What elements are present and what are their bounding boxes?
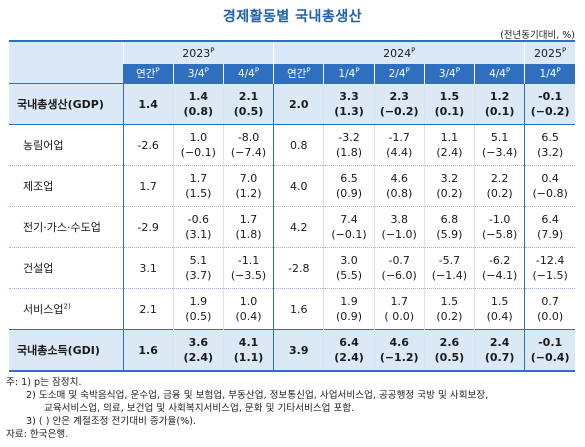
value-cell: 2.1 (0.5): [222, 83, 274, 125]
value-cell: 7.4 (−0.1): [323, 206, 375, 248]
value-cell: 1.5 (0.2): [423, 288, 475, 330]
value-cell: -1.1 (−3.5): [222, 247, 274, 289]
table-row: 건설업 3.1 5.1 (3.7) -1.1 (−3.5) -2.8 3.0 (5.5) -0.7…: [9, 247, 575, 289]
column-header: 1/4P: [524, 64, 575, 84]
value-cell: -2.8: [273, 247, 324, 289]
value-cell: 2.4 (0.7): [474, 329, 525, 372]
value-cell: -0.1 (−0.4): [524, 329, 575, 372]
value-cell: -2.9: [122, 206, 174, 248]
value-cell: 1.2 (0.1): [474, 83, 525, 125]
value-cell: 3.0 (5.5): [323, 247, 375, 289]
value-cell: -0.7 (−6.0): [373, 247, 425, 289]
row-label: 건설업: [9, 247, 123, 289]
column-header: 4/4P: [222, 64, 274, 84]
table-row: 전기·가스·수도업 -2.9 -0.6 (3.1) 1.7 (1.8) 4.2 7.4 (−0.…: [9, 206, 575, 248]
value-cell: -1.0 (−5.8): [474, 206, 525, 248]
column-header: 4/4P: [474, 64, 525, 84]
value-cell: 7.0 (1.2): [222, 165, 274, 207]
value-cell: 4.6 (0.8): [373, 165, 425, 207]
value-cell: 1.9 (0.9): [323, 288, 375, 330]
value-cell: -2.6: [122, 124, 174, 166]
table-row: 서비스업2) 2.1 1.9 (0.5) 1.0 (0.4) 1.6 1.9 (0.9) 1.7(…: [9, 288, 575, 330]
unit-label: (전년동기대비, %): [500, 30, 575, 41]
value-cell: 3.6 (2.4): [172, 329, 224, 372]
value-cell: 1.6: [122, 329, 174, 372]
value-cell: 1.0 (0.4): [222, 288, 274, 330]
table-row: 국내총소득(GDI) 1.6 3.6 (2.4) 4.1 (1.1) 3.9 6.4 (2.4)…: [9, 329, 575, 372]
table-row: 제조업 1.7 1.7 (1.5) 7.0 (1.2) 4.0 6.5 (0.9) 4.6 (0.8…: [9, 165, 575, 207]
value-cell: 1.7 (1.8): [222, 206, 274, 248]
row-label: 국내총생산(GDP): [9, 83, 123, 125]
column-header: 1/4P: [323, 64, 375, 84]
note-3: 3) ( ) 안은 계절조정 전기대비 증가율(%).: [26, 416, 197, 427]
value-cell: -0.6 (3.1): [172, 206, 224, 248]
column-header: 연간P: [273, 64, 324, 84]
column-header: 2/4P: [373, 64, 425, 84]
gdp-table: 2023P 2024P 2025P 연간P 3/4P 4/4P 연간P 1/4P 2/4P…: [9, 40, 575, 372]
value-cell: 1.9 (0.5): [172, 288, 224, 330]
value-cell: -5.7 (−1.4): [423, 247, 475, 289]
page-title: 경제활동별 국내총생산: [222, 9, 363, 25]
value-cell: 4.6 (−1.2): [373, 329, 425, 372]
value-cell: 1.5 (0.1): [423, 83, 475, 125]
value-cell: 1.6: [273, 288, 324, 330]
corner-cell: [9, 40, 123, 84]
value-cell: 6.4 (7.9): [524, 206, 575, 248]
note-1: 주: 1) p는 잠정치.: [6, 377, 82, 388]
value-cell: 4.0: [273, 165, 324, 207]
footnotes: 주: 1) p는 잠정치. 2) 도소매 및 숙박음식업, 운수업, 금융 및 …: [6, 376, 488, 441]
value-cell: 1.5 (0.4): [474, 288, 525, 330]
value-cell: 2.1: [122, 288, 174, 330]
row-label: 제조업: [9, 165, 123, 207]
row-label: 농림어업: [9, 124, 123, 166]
value-cell: -3.2 (1.8): [323, 124, 375, 166]
row-label: 전기·가스·수도업: [9, 206, 123, 248]
table-row: 국내총생산(GDP) 1.4 1.4 (0.8) 2.1 (0.5) 2.0 3.3 (1.3)…: [9, 83, 575, 125]
value-cell: 5.1 (3.7): [172, 247, 224, 289]
column-header: 연간P: [123, 64, 174, 84]
value-cell: 5.1 (−3.4): [474, 124, 525, 166]
value-cell: -12.4 (−1.5): [524, 247, 575, 289]
value-cell: 1.0 (−0.1): [172, 124, 224, 166]
value-cell: 6.8 (5.9): [423, 206, 475, 248]
value-cell: 1.4: [122, 83, 174, 125]
value-cell: 2.6 (0.5): [423, 329, 475, 372]
value-cell: 0.4 (−0.8): [524, 165, 575, 207]
header-group-2025: 2025P: [524, 40, 575, 64]
value-cell: 0.8: [273, 124, 324, 166]
value-cell: 3.1: [122, 247, 174, 289]
value-cell: 1.7( 0.0): [373, 288, 425, 330]
value-cell: 3.3 (1.3): [323, 83, 375, 125]
value-cell: 3.9: [273, 329, 324, 372]
value-cell: 2.0: [273, 83, 324, 125]
value-cell: 0.7 (0.0): [524, 288, 575, 330]
header-group-2024: 2024P: [273, 40, 525, 64]
value-cell: 2.2 (0.2): [474, 165, 525, 207]
column-header: 3/4P: [172, 64, 224, 84]
value-cell: 4.2: [273, 206, 324, 248]
value-cell: -8.0 (−7.4): [222, 124, 274, 166]
value-cell: -0.1 (−0.2): [524, 83, 575, 125]
value-cell: -1.7 (4.4): [373, 124, 425, 166]
header-group-2023: 2023P: [122, 40, 274, 64]
value-cell: 2.3 (−0.2): [373, 83, 425, 125]
value-cell: 1.7: [122, 165, 174, 207]
note-2-cont: 교육서비스업, 의료, 보건업 및 사회복지서비스업, 문화 및 기타서비스업 …: [44, 403, 355, 414]
row-label: 서비스업2): [9, 288, 123, 330]
note-2: 2) 도소매 및 숙박음식업, 운수업, 금융 및 보험업, 부동산업, 정보통…: [26, 390, 489, 401]
row-label: 국내총소득(GDI): [9, 329, 123, 372]
value-cell: 6.5 (0.9): [323, 165, 375, 207]
source-note: 자료: 한국은행.: [6, 429, 69, 440]
value-cell: 6.4 (2.4): [323, 329, 375, 372]
table-row: 농림어업 -2.6 1.0 (−0.1) -8.0 (−7.4) 0.8 -3.2 (1.8) -…: [9, 124, 575, 166]
value-cell: 3.8 (−1.0): [373, 206, 425, 248]
value-cell: 6.5 (3.2): [524, 124, 575, 166]
value-cell: 1.7 (1.5): [172, 165, 224, 207]
value-cell: 1.1 (2.4): [423, 124, 475, 166]
value-cell: -6.2 (−4.1): [474, 247, 525, 289]
value-cell: 3.2 (0.2): [423, 165, 475, 207]
value-cell: 1.4 (0.8): [172, 83, 224, 125]
value-cell: 4.1 (1.1): [222, 329, 274, 372]
column-header: 3/4P: [423, 64, 475, 84]
